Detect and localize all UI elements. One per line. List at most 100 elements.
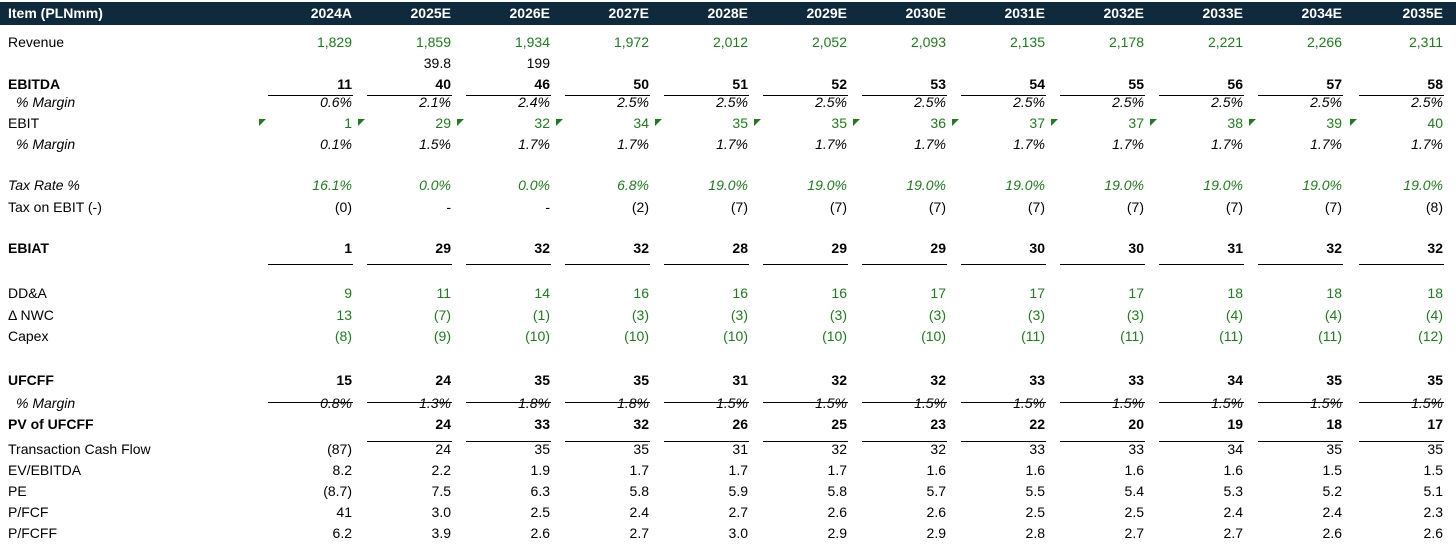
total-underline	[367, 95, 452, 96]
table-cell: 1.7%	[914, 136, 946, 152]
table-cell: 35	[831, 115, 847, 131]
table-cell: (7)	[1126, 199, 1144, 215]
table-cell: 1.5%	[1013, 395, 1045, 411]
total-underline	[1060, 441, 1145, 442]
table-cell: 19.0%	[1005, 177, 1045, 193]
year-header: 2026E	[509, 5, 550, 21]
table-cell: 29	[435, 115, 451, 131]
row-label: % Margin	[16, 94, 76, 110]
table-cell: 1	[344, 240, 352, 256]
year-header: 2031E	[1004, 5, 1045, 21]
table-cell: (3)	[829, 307, 847, 323]
table-cell: 0.6%	[320, 94, 352, 110]
year-header: 2028E	[707, 5, 748, 21]
comment-marker-icon[interactable]	[457, 119, 464, 126]
table-cell: 32	[534, 240, 550, 256]
table-cell: (7)	[433, 307, 451, 323]
table-cell: 2.5%	[1411, 94, 1443, 110]
comment-marker-icon[interactable]	[259, 119, 266, 126]
table-cell: 2.5	[1124, 504, 1144, 520]
table-cell: (4)	[1324, 307, 1342, 323]
total-underline	[466, 264, 551, 265]
table-cell: (7)	[928, 199, 946, 215]
comment-marker-icon[interactable]	[1350, 119, 1357, 126]
total-underline	[763, 402, 848, 403]
table-cell: 7.5	[431, 483, 451, 499]
year-header: 2029E	[806, 5, 847, 21]
comment-marker-icon[interactable]	[952, 119, 959, 126]
total-underline	[1258, 441, 1343, 442]
table-cell: 31	[1227, 240, 1243, 256]
table-cell: 1.7%	[1013, 136, 1045, 152]
table-cell: 19.0%	[1104, 177, 1144, 193]
table-cell: 3.0	[431, 504, 451, 520]
table-cell: 24	[435, 416, 451, 432]
table-cell: (3)	[928, 307, 946, 323]
table-cell: 38	[1227, 115, 1243, 131]
total-underline	[1060, 402, 1145, 403]
table-cell: 6.3	[530, 483, 550, 499]
total-underline	[1359, 264, 1444, 265]
total-underline	[1359, 402, 1444, 403]
table-cell: 2.7	[629, 525, 649, 541]
comment-marker-icon[interactable]	[853, 119, 860, 126]
table-cell: 1	[344, 115, 352, 131]
table-cell: 16	[732, 285, 748, 301]
table-cell: 19	[1227, 416, 1243, 432]
comment-marker-icon[interactable]	[754, 119, 761, 126]
year-header: 2032E	[1103, 5, 1144, 21]
table-cell: (8.7)	[323, 483, 352, 499]
table-cell: 2.5	[1025, 504, 1045, 520]
table-cell: 40	[435, 76, 451, 92]
row-label: Tax on EBIT (-)	[8, 199, 102, 215]
table-cell: (7)	[1225, 199, 1243, 215]
table-cell: 5.8	[827, 483, 847, 499]
table-header: Item (PLNmm) 2024A 2025E 2026E 2027E 2028E 20…	[0, 2, 1456, 25]
table-cell: 35	[1326, 441, 1342, 457]
table-cell: 1,972	[613, 34, 649, 50]
table-cell: 9	[344, 285, 352, 301]
table-cell: (7)	[829, 199, 847, 215]
table-cell: 17	[930, 285, 946, 301]
comment-marker-icon[interactable]	[358, 119, 365, 126]
year-header: 2024A	[310, 5, 352, 21]
comment-marker-icon[interactable]	[1249, 119, 1256, 126]
table-cell: 2.5%	[1112, 94, 1144, 110]
table-cell: 31	[732, 441, 748, 457]
table-cell: 2.5%	[914, 94, 946, 110]
table-cell: 32	[1427, 240, 1443, 256]
table-cell: 2.8	[1025, 525, 1045, 541]
table-cell: 32	[930, 372, 946, 388]
table-cell: 2,311	[1409, 34, 1443, 50]
comment-marker-icon[interactable]	[1150, 119, 1157, 126]
table-cell: 33	[534, 416, 550, 432]
total-underline	[565, 264, 650, 265]
table-cell: 1.6	[1025, 462, 1045, 478]
table-cell: 2,266	[1306, 34, 1342, 50]
table-cell: 35	[633, 441, 649, 457]
total-underline	[1159, 264, 1244, 265]
table-cell: 1.5%	[419, 136, 451, 152]
table-cell: 57	[1326, 76, 1342, 92]
table-cell: 39	[1326, 115, 1342, 131]
comment-marker-icon[interactable]	[1051, 119, 1058, 126]
total-underline	[763, 264, 848, 265]
total-underline	[268, 402, 353, 403]
table-cell: 26	[732, 416, 748, 432]
comment-marker-icon[interactable]	[556, 119, 563, 126]
total-underline	[367, 264, 452, 265]
table-cell: 1.7%	[815, 136, 847, 152]
table-cell: (3)	[1027, 307, 1045, 323]
table-cell: 19.0%	[807, 177, 847, 193]
table-cell: 2.6	[530, 525, 550, 541]
table-cell: 2,135	[1009, 34, 1045, 50]
table-cell: 19.0%	[1403, 177, 1443, 193]
table-cell: 1.7	[827, 462, 847, 478]
total-underline	[1258, 402, 1343, 403]
row-label: Δ NWC	[8, 307, 54, 323]
table-cell: 50	[633, 76, 649, 92]
table-cell: (11)	[1120, 328, 1144, 344]
table-cell: 0.8%	[320, 395, 352, 411]
comment-marker-icon[interactable]	[655, 119, 662, 126]
table-cell: (7)	[1324, 199, 1342, 215]
